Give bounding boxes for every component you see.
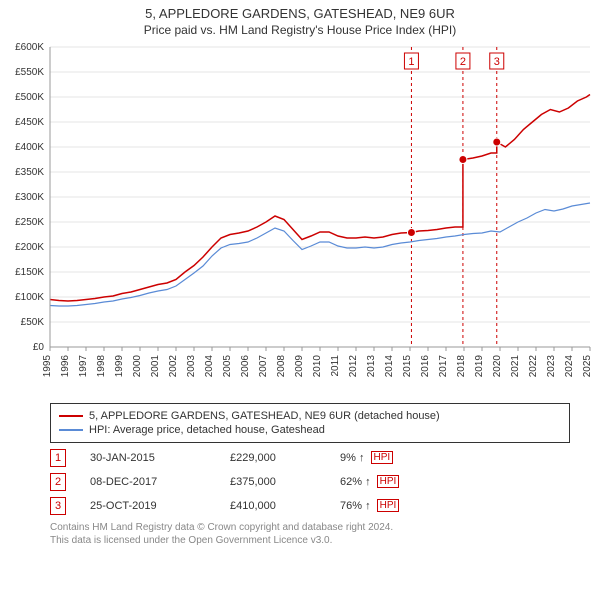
sale-price: £375,000 xyxy=(230,476,340,488)
sale-row: 2 08-DEC-2017£375,00062% ↑ HPI xyxy=(50,473,570,491)
svg-text:2010: 2010 xyxy=(312,355,323,378)
svg-text:2022: 2022 xyxy=(528,355,539,378)
svg-text:2005: 2005 xyxy=(222,355,233,378)
svg-text:£450K: £450K xyxy=(15,117,44,128)
footnote-line: This data is licensed under the Open Gov… xyxy=(50,534,570,547)
footnote-line: Contains HM Land Registry data © Crown c… xyxy=(50,521,570,534)
svg-text:2015: 2015 xyxy=(402,355,413,378)
svg-text:2004: 2004 xyxy=(204,355,215,378)
sale-row: 1 30-JAN-2015£229,0009% ↑ HPI xyxy=(50,449,570,467)
sale-row: 3 25-OCT-2019£410,00076% ↑ HPI xyxy=(50,497,570,515)
svg-text:2: 2 xyxy=(460,56,466,68)
sale-hpi: 9% ↑ HPI xyxy=(340,452,570,465)
svg-text:2000: 2000 xyxy=(132,355,143,378)
svg-text:2011: 2011 xyxy=(330,355,341,377)
svg-text:2018: 2018 xyxy=(456,355,467,378)
svg-text:1999: 1999 xyxy=(114,355,125,378)
svg-text:2025: 2025 xyxy=(582,355,593,378)
legend-item: HPI: Average price, detached house, Gate… xyxy=(59,424,561,436)
svg-text:£250K: £250K xyxy=(15,217,44,228)
sale-date: 30-JAN-2015 xyxy=(90,452,230,464)
svg-text:£50K: £50K xyxy=(21,317,45,328)
svg-text:2001: 2001 xyxy=(150,355,161,378)
sale-hpi: 62% ↑ HPI xyxy=(340,476,570,489)
svg-text:1998: 1998 xyxy=(96,355,107,378)
sale-price: £229,000 xyxy=(230,452,340,464)
svg-text:2019: 2019 xyxy=(474,355,485,378)
svg-text:3: 3 xyxy=(494,56,500,68)
svg-text:2013: 2013 xyxy=(366,355,377,378)
legend-swatch xyxy=(59,415,83,417)
svg-text:2014: 2014 xyxy=(384,355,395,378)
svg-text:2006: 2006 xyxy=(240,355,251,378)
svg-text:£0: £0 xyxy=(33,342,45,353)
svg-text:2007: 2007 xyxy=(258,355,269,378)
svg-text:2016: 2016 xyxy=(420,355,431,378)
price-chart: £0 £50K £100K £150K £200K £250K £300K £350K £400… xyxy=(0,37,600,397)
svg-text:£350K: £350K xyxy=(15,167,44,178)
svg-text:2017: 2017 xyxy=(438,355,449,378)
svg-text:2002: 2002 xyxy=(168,355,179,378)
svg-text:2009: 2009 xyxy=(294,355,305,378)
svg-text:£400K: £400K xyxy=(15,142,44,153)
svg-text:£200K: £200K xyxy=(15,242,44,253)
sale-date: 08-DEC-2017 xyxy=(90,476,230,488)
svg-text:£100K: £100K xyxy=(15,292,44,303)
svg-text:2021: 2021 xyxy=(510,355,521,378)
title-block: 5, APPLEDORE GARDENS, GATESHEAD, NE9 6UR… xyxy=(0,0,600,37)
svg-text:£150K: £150K xyxy=(15,267,44,278)
svg-text:2020: 2020 xyxy=(492,355,503,378)
svg-text:2003: 2003 xyxy=(186,355,197,378)
page-subtitle: Price paid vs. HM Land Registry's House … xyxy=(0,23,600,37)
sales-table: 1 30-JAN-2015£229,0009% ↑ HPI 2 08-DEC-2017… xyxy=(50,449,570,515)
svg-text:1996: 1996 xyxy=(60,355,71,378)
sale-number-box: 2 xyxy=(50,473,66,491)
sale-hpi: 76% ↑ HPI xyxy=(340,500,570,513)
svg-text:1997: 1997 xyxy=(78,355,89,378)
svg-text:£300K: £300K xyxy=(15,192,44,203)
sale-price: £410,000 xyxy=(230,500,340,512)
svg-text:2023: 2023 xyxy=(546,355,557,378)
svg-text:£500K: £500K xyxy=(15,92,44,103)
page-title: 5, APPLEDORE GARDENS, GATESHEAD, NE9 6UR xyxy=(0,6,600,21)
svg-text:1: 1 xyxy=(408,56,414,68)
svg-text:2012: 2012 xyxy=(348,355,359,378)
svg-text:1995: 1995 xyxy=(42,355,53,378)
sale-number-box: 3 xyxy=(50,497,66,515)
svg-text:£550K: £550K xyxy=(15,67,44,78)
sale-date: 25-OCT-2019 xyxy=(90,500,230,512)
svg-text:£600K: £600K xyxy=(15,42,44,53)
sale-number-box: 1 xyxy=(50,449,66,467)
legend-label: 5, APPLEDORE GARDENS, GATESHEAD, NE9 6UR… xyxy=(89,410,440,422)
legend-item: 5, APPLEDORE GARDENS, GATESHEAD, NE9 6UR… xyxy=(59,410,561,422)
svg-text:2024: 2024 xyxy=(564,355,575,378)
footnote: Contains HM Land Registry data © Crown c… xyxy=(50,521,570,547)
legend-label: HPI: Average price, detached house, Gate… xyxy=(89,424,325,436)
legend-swatch xyxy=(59,429,83,431)
legend: 5, APPLEDORE GARDENS, GATESHEAD, NE9 6UR… xyxy=(50,403,570,443)
svg-text:2008: 2008 xyxy=(276,355,287,378)
